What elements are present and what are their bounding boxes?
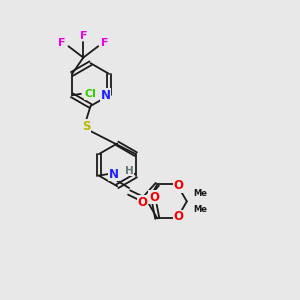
Text: N: N: [100, 89, 110, 102]
Text: O: O: [149, 190, 159, 204]
Text: N: N: [109, 168, 118, 181]
Text: Me: Me: [193, 189, 207, 198]
Text: O: O: [137, 196, 147, 209]
Text: Me: Me: [193, 205, 207, 214]
Text: O: O: [173, 211, 184, 224]
Text: H: H: [125, 166, 134, 176]
Text: F: F: [58, 38, 66, 48]
Text: S: S: [82, 120, 90, 133]
Text: F: F: [80, 31, 87, 40]
Text: Cl: Cl: [85, 89, 96, 99]
Text: F: F: [101, 38, 109, 48]
Text: O: O: [173, 179, 184, 192]
